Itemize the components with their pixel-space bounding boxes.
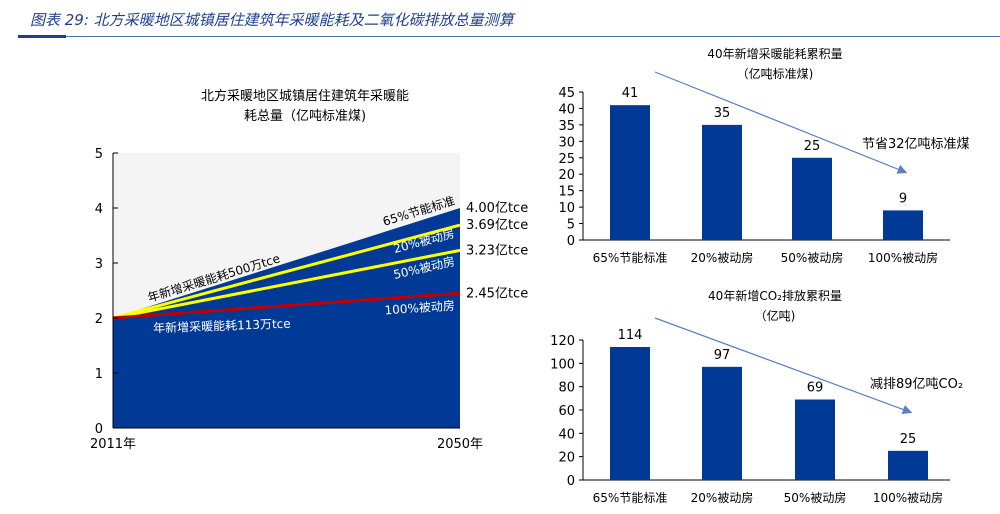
chart-title: 北方采暖地区城镇居住建筑年采暖能 (201, 88, 409, 104)
bar (610, 347, 650, 480)
data-label: 35 (714, 106, 731, 121)
x-tick-label: 50%被动房 (784, 490, 847, 505)
y-tick-label: 20 (558, 451, 575, 466)
bar (795, 399, 835, 480)
data-label: 97 (714, 348, 731, 363)
end-label: 4.00亿tce (466, 201, 528, 216)
annotation: 减排89亿吨CO₂ (870, 377, 963, 392)
title-rule (18, 36, 1000, 37)
series-name-label: 100%被动房 (384, 298, 455, 318)
area-65 (113, 208, 460, 428)
annotation: 年新增采暖能耗113万tce (153, 316, 291, 336)
y-tick-label: 40 (558, 427, 575, 442)
y-tick-label: 0 (95, 422, 103, 437)
annotation: 节省32亿吨标准煤 (862, 137, 970, 152)
chart-title: （亿吨) (755, 308, 796, 323)
y-tick-label: 30 (558, 135, 575, 150)
bar (702, 124, 742, 240)
x-tick-label: 20%被动房 (691, 250, 754, 265)
trend-arrow (654, 71, 908, 174)
chart-title: （亿吨标准煤) (737, 66, 814, 81)
y-tick-label: 5 (567, 218, 575, 233)
y-tick-label: 1 (95, 367, 103, 382)
data-label: 69 (807, 381, 824, 396)
y-tick-label: 45 (558, 86, 575, 101)
y-tick-label: 40 (558, 102, 575, 117)
bar (888, 450, 928, 480)
y-tick-label: 4 (95, 202, 103, 217)
y-tick-label: 120 (550, 334, 575, 349)
data-label: 114 (618, 328, 643, 343)
end-label: 3.69亿tce (466, 218, 528, 233)
y-tick-label: 3 (95, 257, 103, 272)
chart-title: 40年新增采暖能耗累积量 (707, 46, 842, 61)
bar (702, 366, 742, 480)
data-label: 41 (622, 86, 639, 101)
y-tick-label: 100 (550, 357, 575, 372)
y-tick-label: 60 (558, 404, 575, 419)
y-tick-label: 0 (567, 234, 575, 249)
y-tick-label: 2 (95, 312, 103, 327)
x-tick-label: 2050年 (437, 437, 483, 452)
y-tick-label: 0 (567, 474, 575, 489)
bar (610, 105, 650, 241)
series-line-1 (112, 248, 461, 320)
x-tick-label: 100%被动房 (868, 250, 938, 265)
y-tick-label: 10 (558, 201, 575, 216)
chart-title: 40年新增CO₂排放累积量 (708, 288, 842, 303)
end-label: 3.23亿tce (466, 243, 528, 258)
data-label: 25 (900, 432, 917, 447)
figure-title: 图表 29: 北方采暖地区城镇居住建筑年采暖能耗及二氧化碳排放总量测算 (30, 11, 514, 29)
series-line-2 (112, 291, 461, 320)
y-tick-label: 25 (558, 152, 575, 167)
y-tick-label: 15 (558, 185, 575, 200)
bar (883, 210, 923, 240)
x-tick-label: 20%被动房 (691, 490, 754, 505)
series-line-0 (112, 223, 461, 320)
end-label: 2.45亿tce (466, 286, 528, 301)
x-tick-label: 65%节能标准 (593, 491, 668, 505)
y-tick-label: 5 (95, 147, 103, 162)
title-rule-accent (18, 35, 66, 38)
data-label: 9 (899, 191, 907, 206)
x-tick-label: 65%节能标准 (593, 251, 668, 265)
y-tick-label: 35 (558, 119, 575, 134)
y-tick-label: 20 (558, 168, 575, 183)
data-label: 25 (804, 139, 821, 154)
y-tick-label: 80 (558, 381, 575, 396)
bar (792, 157, 832, 240)
x-tick-label: 100%被动房 (873, 490, 943, 505)
trend-arrow (654, 317, 913, 415)
x-tick-label: 50%被动房 (781, 250, 844, 265)
x-tick-label: 2011年 (90, 437, 136, 452)
chart-title: 耗总量（亿吨标准煤) (244, 109, 366, 124)
